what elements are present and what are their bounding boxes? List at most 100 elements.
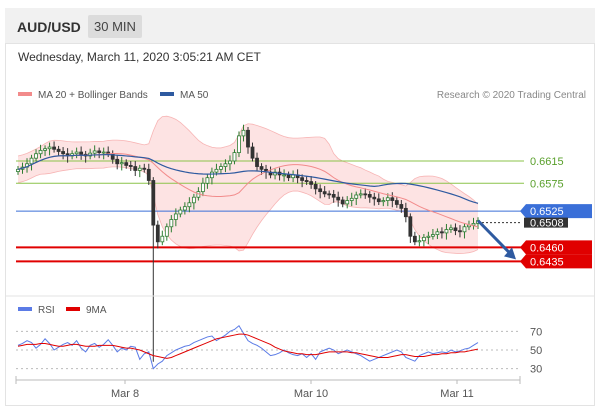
candle xyxy=(403,202,408,223)
candle-body xyxy=(340,199,345,205)
resistance-level-label-1: 0.6575 xyxy=(530,178,564,190)
candle-body xyxy=(327,193,332,196)
candle-body xyxy=(426,235,431,238)
candle xyxy=(205,174,210,189)
candle-body xyxy=(223,163,228,167)
candle-body xyxy=(394,200,399,205)
forecast-arrow-shaft xyxy=(476,219,512,255)
candle xyxy=(282,169,286,182)
candle-body xyxy=(309,181,314,185)
candle-body xyxy=(38,149,43,155)
rsi-tick-label: 70 xyxy=(530,326,542,338)
candle xyxy=(385,193,390,207)
candle-body xyxy=(435,231,440,235)
candle xyxy=(232,149,237,165)
candle xyxy=(322,186,327,198)
candle-body xyxy=(237,135,241,154)
candle-body xyxy=(146,168,151,181)
candle-body xyxy=(101,151,106,154)
candle xyxy=(61,147,65,160)
candle xyxy=(309,176,314,189)
candle-body xyxy=(92,150,97,154)
candle xyxy=(101,147,106,160)
candle-body xyxy=(97,150,102,154)
candle-body xyxy=(43,148,47,151)
candle xyxy=(52,141,56,153)
candle xyxy=(160,230,165,246)
candle-body xyxy=(444,229,449,234)
candle xyxy=(228,155,232,171)
x-tick-label: Mar 8 xyxy=(111,388,139,400)
rsi-legend-swatch xyxy=(18,307,32,311)
timeframe-badge[interactable]: 30 MIN xyxy=(88,15,142,38)
pivot-level-tag-2: 0.6525 xyxy=(520,204,592,219)
candle xyxy=(187,197,192,213)
candle xyxy=(412,231,417,246)
candle xyxy=(142,163,147,173)
candle xyxy=(327,190,332,199)
candle xyxy=(376,193,381,206)
candle xyxy=(191,193,196,210)
support-level-tag-4: 0.6435 xyxy=(520,254,592,269)
candle xyxy=(133,160,138,177)
candle xyxy=(381,197,386,207)
candle xyxy=(151,177,156,362)
candle xyxy=(372,192,377,206)
bollinger-legend-swatch xyxy=(18,92,32,96)
candle-body xyxy=(376,198,381,203)
chart-panel xyxy=(5,8,595,406)
candle xyxy=(286,171,291,182)
candle xyxy=(367,191,372,203)
candle-body xyxy=(318,188,323,193)
candle xyxy=(38,144,43,159)
candle xyxy=(223,159,228,173)
candle xyxy=(426,231,431,245)
candle-body xyxy=(322,191,327,195)
candle xyxy=(421,234,426,247)
candle-body xyxy=(300,177,305,181)
candle-body xyxy=(286,174,291,179)
candle xyxy=(115,154,120,170)
candle-body xyxy=(304,180,309,182)
candle xyxy=(128,160,133,172)
candle xyxy=(417,235,422,247)
candle-body xyxy=(232,152,237,162)
candle-body xyxy=(115,158,120,165)
candle xyxy=(358,189,363,199)
candle xyxy=(255,152,259,172)
candle xyxy=(219,163,223,174)
candle-body xyxy=(151,180,156,226)
candle-body xyxy=(210,171,214,179)
candle-body xyxy=(349,197,354,201)
candle-body xyxy=(214,168,219,173)
candle xyxy=(363,188,368,199)
candle xyxy=(453,223,458,236)
candle-body xyxy=(372,196,377,200)
candle-body xyxy=(345,200,350,205)
candle-body xyxy=(79,151,84,155)
rsi-legend-label: RSI xyxy=(38,305,55,316)
candle-body xyxy=(385,197,390,201)
candle xyxy=(259,163,264,175)
last-price-tag-label: 0.6508 xyxy=(530,218,564,230)
support-tag-bg-3 xyxy=(520,240,592,255)
candle xyxy=(164,223,169,241)
candle xyxy=(318,184,323,199)
candle xyxy=(56,145,61,156)
x-tick-label: Mar 11 xyxy=(440,388,473,400)
candle-body xyxy=(412,235,417,243)
candle-body xyxy=(246,129,250,148)
candle xyxy=(155,220,160,249)
candle-body xyxy=(431,234,435,237)
candle-body xyxy=(74,151,79,155)
candle xyxy=(79,146,84,160)
rsi-tick-label: 50 xyxy=(530,345,542,357)
support-tag-label-3: 0.6460 xyxy=(530,242,564,254)
candle xyxy=(449,224,453,233)
support-tag-bg-4 xyxy=(520,254,592,269)
candle xyxy=(331,189,336,203)
candle-body xyxy=(421,236,426,242)
candle xyxy=(431,228,435,240)
chart-timestamp: Wednesday, March 11, 2020 3:05:21 AM CET xyxy=(18,50,261,64)
candle-body xyxy=(471,223,476,226)
